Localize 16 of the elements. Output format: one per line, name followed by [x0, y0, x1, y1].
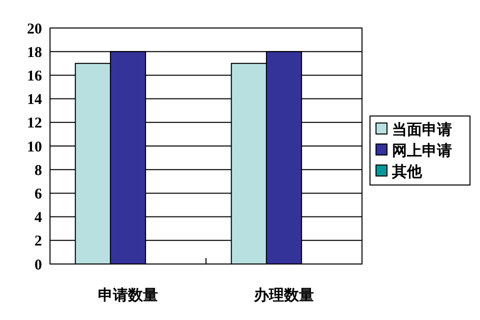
y-tick-label: 2 [34, 234, 42, 250]
legend-label: 其他 [391, 163, 423, 180]
y-tick-label: 18 [27, 44, 42, 61]
y-tick-label: 6 [34, 186, 42, 202]
y-tick-label: 8 [34, 162, 42, 179]
x-tick-label: 办理数量 [253, 287, 314, 304]
y-tick-label: 14 [27, 92, 42, 108]
legend-label: 当面申请 [392, 121, 452, 138]
y-tick-label: 16 [27, 68, 42, 84]
y-tick-label: 4 [34, 210, 42, 226]
y-tick-label: 12 [27, 116, 42, 132]
y-tick-label: 10 [27, 139, 42, 156]
x-tick-label: 申请数量 [98, 287, 158, 304]
legend-label: 网上申请 [392, 142, 452, 160]
y-tick-label: 20 [27, 21, 42, 38]
y-tick-label: 0 [34, 257, 42, 274]
